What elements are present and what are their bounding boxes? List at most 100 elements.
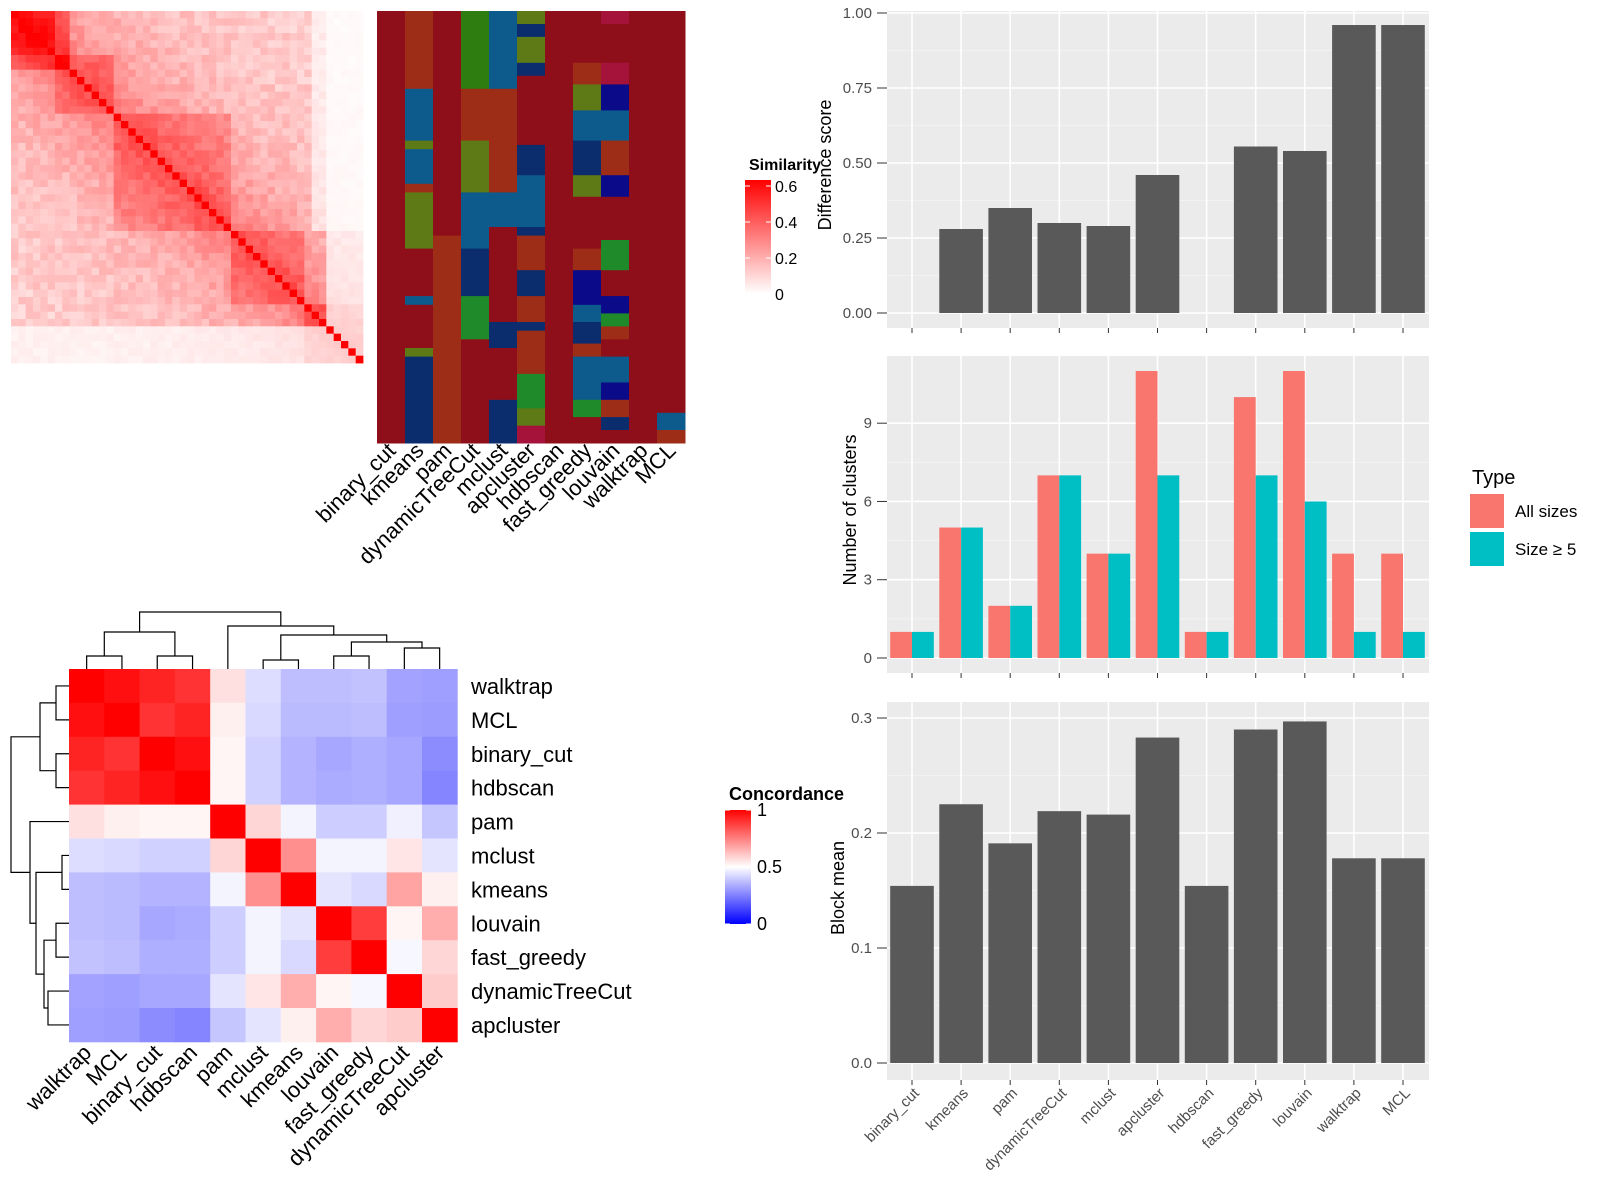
similarity-cell bbox=[84, 143, 93, 151]
similarity-cell bbox=[121, 165, 129, 173]
difference-score-bar bbox=[1135, 175, 1180, 313]
similarity-cell bbox=[253, 157, 261, 166]
similarity-cell bbox=[355, 18, 364, 27]
similarity-cell bbox=[319, 216, 327, 225]
similarity-cell bbox=[319, 11, 327, 19]
similarity-cell bbox=[355, 40, 364, 49]
similarity-cell bbox=[40, 25, 49, 34]
similarity-cell bbox=[179, 143, 188, 151]
similarity-cell bbox=[245, 99, 254, 107]
similarity-cell bbox=[113, 326, 122, 335]
similarity-cell bbox=[238, 194, 247, 203]
similarity-cell bbox=[245, 157, 254, 166]
similarity-cell bbox=[348, 47, 357, 56]
similarity-cell bbox=[135, 165, 144, 173]
similarity-cell bbox=[238, 245, 247, 254]
similarity-cell bbox=[231, 326, 239, 335]
similarity-cell bbox=[209, 297, 217, 305]
similarity-cell bbox=[282, 77, 291, 85]
similarity-cell bbox=[143, 11, 151, 19]
similarity-cell bbox=[84, 319, 93, 327]
similarity-cell bbox=[194, 84, 203, 93]
similarity-cell bbox=[341, 326, 349, 335]
similarity-cell bbox=[33, 18, 41, 27]
similarity-cell bbox=[289, 216, 298, 225]
similarity-cell bbox=[165, 121, 173, 129]
concordance-legend-label: 0.5 bbox=[757, 857, 782, 877]
similarity-cell bbox=[260, 194, 269, 203]
similarity-cell bbox=[106, 201, 115, 210]
similarity-cell bbox=[135, 91, 144, 100]
similarity-cell bbox=[165, 289, 173, 298]
similarity-cell bbox=[55, 194, 63, 203]
similarity-cell bbox=[260, 333, 269, 342]
similarity-cell bbox=[260, 11, 269, 19]
similarity-cell bbox=[40, 157, 49, 166]
similarity-cell bbox=[150, 25, 159, 34]
similarity-cell bbox=[135, 209, 144, 217]
similarity-cell bbox=[297, 253, 305, 261]
similarity-cell bbox=[40, 84, 49, 93]
concordance-cell bbox=[316, 669, 352, 704]
concordance-cell bbox=[104, 736, 140, 772]
similarity-cell bbox=[245, 165, 254, 173]
similarity-cell bbox=[341, 238, 349, 247]
similarity-cell bbox=[33, 62, 41, 71]
similarity-cell bbox=[179, 55, 188, 63]
similarity-cell bbox=[297, 355, 305, 364]
similarity-cell bbox=[238, 319, 247, 327]
similarity-cell bbox=[172, 179, 181, 188]
similarity-cell bbox=[282, 275, 291, 283]
similarity-cell bbox=[113, 143, 122, 151]
similarity-cell bbox=[106, 187, 115, 195]
similarity-cell bbox=[91, 260, 100, 269]
similarity-cell bbox=[25, 311, 34, 320]
similarity-cell bbox=[113, 311, 122, 320]
similarity-cell bbox=[355, 121, 364, 129]
similarity-cell bbox=[289, 157, 298, 166]
similarity-cell bbox=[172, 11, 181, 19]
similarity-cell bbox=[47, 209, 56, 217]
similarity-cell bbox=[223, 77, 232, 85]
similarity-cell bbox=[289, 165, 298, 173]
similarity-cell bbox=[231, 216, 239, 225]
similarity-cell bbox=[33, 106, 41, 115]
similarity-cell bbox=[267, 209, 276, 217]
similarity-cell bbox=[128, 319, 137, 327]
similarity-cell bbox=[187, 289, 195, 298]
similarity-cell bbox=[297, 311, 305, 320]
similarity-cell bbox=[209, 216, 217, 225]
similarity-cell bbox=[282, 106, 291, 115]
similarity-cell bbox=[150, 106, 159, 115]
similarity-cell bbox=[11, 172, 19, 181]
similarity-cell bbox=[194, 194, 203, 203]
similarity-cell bbox=[91, 121, 100, 129]
similarity-cell bbox=[282, 333, 291, 342]
similarity-cell bbox=[326, 194, 335, 203]
top-dendrogram-branch bbox=[139, 611, 282, 632]
similarity-cell bbox=[260, 231, 269, 239]
similarity-cell bbox=[209, 143, 217, 151]
assignment-cell bbox=[405, 140, 434, 150]
similarity-cell bbox=[311, 77, 320, 85]
similarity-cell bbox=[69, 311, 78, 320]
similarity-cell bbox=[260, 201, 269, 210]
similarity-cell bbox=[267, 106, 276, 115]
similarity-cell bbox=[121, 348, 129, 357]
similarity-cell bbox=[55, 77, 63, 85]
similarity-cell bbox=[194, 33, 203, 41]
concordance-cell bbox=[174, 872, 211, 907]
similarity-cell bbox=[135, 216, 144, 225]
similarity-cell bbox=[275, 157, 283, 166]
similarity-cell bbox=[260, 40, 269, 49]
similarity-cell bbox=[33, 40, 41, 49]
similarity-cell bbox=[304, 69, 313, 78]
similarity-cell bbox=[348, 143, 357, 151]
similarity-cell bbox=[99, 304, 107, 313]
similarity-cell bbox=[223, 223, 232, 232]
similarity-cell bbox=[209, 113, 217, 122]
similarity-cell bbox=[47, 238, 56, 247]
similarity-cell bbox=[128, 275, 137, 283]
similarity-cell bbox=[33, 275, 41, 283]
similarity-cell bbox=[333, 194, 342, 203]
